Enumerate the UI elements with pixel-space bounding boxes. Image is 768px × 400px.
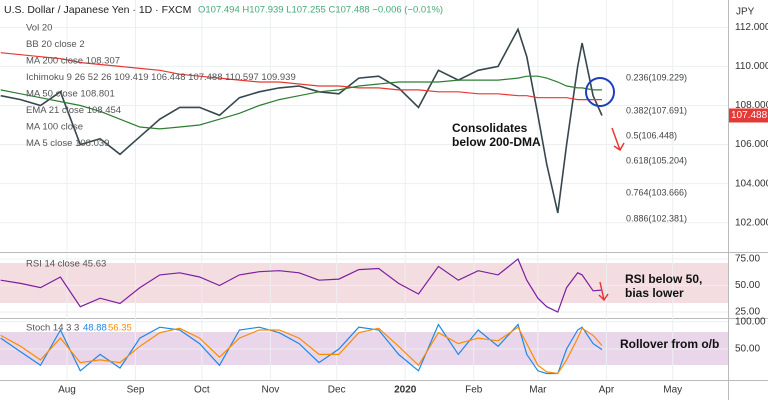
y-tick-label: 110.000 — [735, 61, 768, 72]
x-tick-label: Mar — [529, 385, 547, 396]
y-tick-label: 104.000 — [735, 178, 768, 189]
price-tag-label: 107.488 — [731, 110, 768, 121]
annotation: 0.5(106.448) — [626, 130, 677, 140]
x-tick-label: 2020 — [394, 385, 417, 396]
y-tick-label: 25.00 — [735, 307, 760, 318]
x-tick-label: Aug — [58, 385, 76, 396]
y-tick-label: 100.00 — [735, 316, 766, 327]
series-line — [0, 75, 602, 130]
currency: JPY — [736, 7, 755, 18]
indicator-legend: BB 20 close 2 — [26, 39, 85, 50]
series-line — [0, 52, 602, 101]
annotation: 0.764(103.666) — [626, 187, 687, 197]
y-tick-label: 50.00 — [735, 344, 760, 355]
marks — [0, 27, 603, 375]
indicator-legend: Ichimoku 9 26 52 26 109.419 106.448 107.… — [26, 72, 296, 83]
annotation: Rollover from o/b — [620, 337, 719, 351]
x-tick-label: Feb — [465, 385, 483, 396]
indicator-legend: MA 5 close 108.039 — [26, 138, 109, 149]
arrow — [611, 127, 625, 152]
grid — [0, 0, 728, 380]
annotation: 0.886(102.381) — [626, 213, 687, 223]
labels: 102.000 104.000 106.000 108.000 110.000 112.0… — [4, 4, 768, 396]
x-tick-label: May — [663, 385, 682, 396]
x-tick-label: Oct — [194, 385, 210, 396]
series-line — [0, 323, 603, 375]
y-tick-label: 108.000 — [735, 100, 768, 111]
indicator-legend: MA 200 close 108.307 — [26, 56, 120, 67]
annotation: 0.618(105.204) — [626, 155, 687, 165]
y-tick-label: 50.00 — [735, 280, 760, 291]
x-tick-label: Apr — [599, 385, 615, 396]
indicator-legend: MA 50 close 108.801 — [26, 89, 115, 100]
price-tag — [729, 108, 768, 123]
annotation: Consolidates — [452, 121, 528, 135]
x-tick-label: Sep — [127, 385, 145, 396]
x-tick-label: Dec — [328, 385, 346, 396]
x-tick-label: Nov — [261, 385, 279, 396]
indicator-legend: MA 100 close — [26, 122, 83, 133]
annotation: 0.382(107.691) — [626, 105, 687, 115]
arrow — [598, 281, 609, 302]
indicator-legend: 48.88 — [83, 323, 107, 334]
y-tick-label: 112.000 — [735, 22, 768, 33]
series-line — [0, 258, 603, 313]
series-line — [0, 326, 603, 375]
indicator-legend: Vol 20 — [26, 23, 52, 34]
annotation: 0.236(109.229) — [626, 72, 687, 82]
annotation: RSI below 50, — [625, 272, 702, 286]
y-tick-label: 102.000 — [735, 217, 768, 228]
y-tick-label: 106.000 — [735, 139, 768, 150]
indicator-legend: EMA 21 close 108.454 — [26, 105, 121, 116]
y-tick-label: 75.00 — [735, 254, 760, 265]
highlight-circle — [585, 77, 615, 107]
indicator-legend: 56.35 — [108, 323, 132, 334]
indicator-legend: Stoch 14 3 3 — [26, 323, 79, 334]
series-line — [0, 27, 603, 214]
indicator-legend: RSI 14 close 45.63 — [26, 259, 106, 270]
ohlc: O107.494 H107.939 L107.255 C107.488 −0.0… — [198, 5, 443, 16]
annotation: bias lower — [625, 286, 684, 300]
annotation: below 200-DMA — [452, 135, 541, 149]
chart-title: U.S. Dollar / Japanese Yen · 1D · FXCM — [4, 4, 191, 16]
